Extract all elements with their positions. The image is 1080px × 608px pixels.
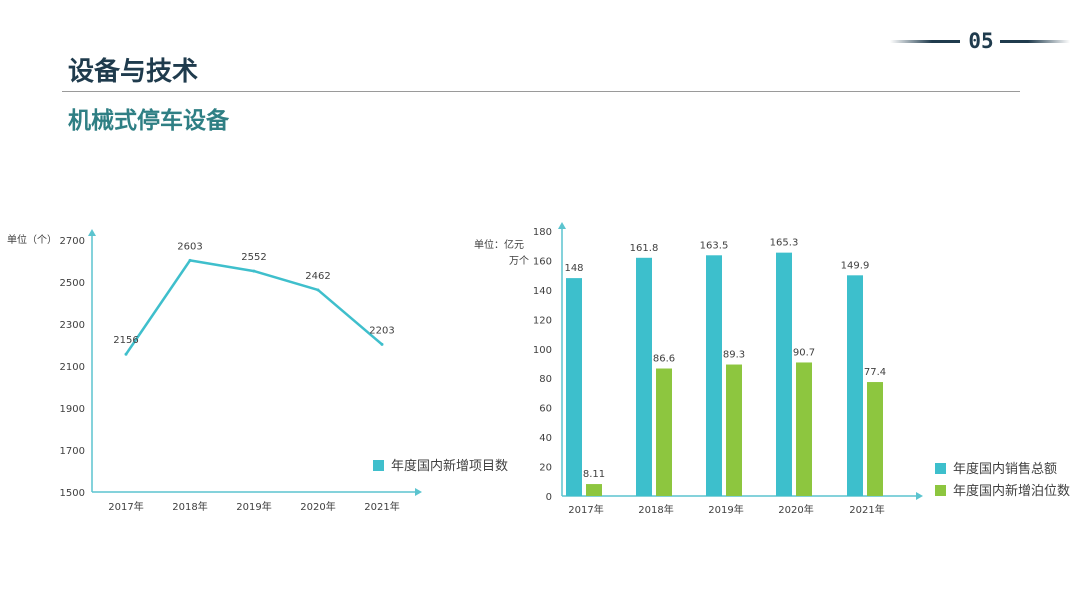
data-point [316,288,320,292]
x-tick-label: 2019年 [708,503,743,516]
y-tick-label: 2700 [60,236,85,247]
y-tick-label: 1900 [60,404,85,415]
x-tick-label: 2019年 [236,500,271,513]
legend-swatch [935,485,946,496]
legend-swatch [935,463,946,474]
data-point [124,352,128,356]
y-tick-label: 2300 [60,320,85,331]
x-tick-label: 2021年 [849,503,884,516]
data-point [252,269,256,273]
y-unit-label: 单位（个） [7,233,57,246]
legend-swatch [373,460,384,471]
x-axis-arrow [916,492,923,500]
sales-bar [847,275,863,496]
x-tick-label: 2018年 [638,503,673,516]
data-label: 90.7 [793,347,815,358]
y-tick-label: 20 [539,463,552,474]
data-point [188,258,192,262]
header-line-left [890,40,960,43]
y-tick-label: 2500 [60,278,85,289]
sales-bar [566,278,582,496]
y-tick-label: 160 [533,256,552,267]
page-subtitle: 机械式停车设备 [68,108,229,134]
page-number: 05 [968,29,994,53]
page-title: 设备与技术 [68,57,199,87]
data-label: 2156 [113,335,138,346]
data-label: 161.8 [630,243,659,254]
y-tick-label: 80 [539,374,552,385]
y-tick-label: 140 [533,286,552,297]
y-axis-arrow [88,229,96,236]
data-label: 8.11 [583,469,605,480]
y-tick-label: 1500 [60,488,85,499]
parking-bar [586,484,602,496]
x-tick-label: 2021年 [364,500,399,513]
data-point [380,342,384,346]
x-axis-arrow [415,488,422,496]
data-label: 2603 [177,241,202,252]
y-tick-label: 180 [533,227,552,238]
parking-bar [656,368,672,496]
data-label: 86.6 [653,354,675,365]
sales-bar [706,255,722,496]
data-label: 149.9 [841,260,870,271]
parking-bar [867,382,883,496]
data-label: 2552 [241,252,266,263]
x-tick-label: 2017年 [568,503,603,516]
y-axis-arrow [558,222,566,229]
x-tick-label: 2020年 [778,503,813,516]
data-label: 2203 [369,325,394,336]
data-label: 165.3 [770,238,799,249]
y-tick-label: 100 [533,345,552,356]
x-tick-label: 2020年 [300,500,335,513]
y-tick-label: 60 [539,404,552,415]
parking-bar [726,364,742,496]
legend-label: 年度国内新增泊位数 [953,483,1070,499]
y-unit-label: 单位：亿元 [474,238,524,251]
y-unit-label-2: 万个 [509,255,529,267]
y-tick-label: 1700 [60,446,85,457]
data-label: 148 [564,263,583,274]
sales-bar [636,257,652,496]
title-divider [62,91,1020,92]
x-tick-label: 2017年 [108,500,143,513]
legend-label: 年度国内新增项目数 [391,458,508,474]
y-tick-label: 0 [546,492,552,503]
data-label: 77.4 [864,367,886,378]
y-tick-label: 2100 [60,362,85,373]
data-label: 89.3 [723,350,745,361]
sales-bar [776,252,792,496]
data-label: 2462 [305,271,330,282]
parking-bar [796,362,812,496]
y-tick-label: 40 [539,433,552,444]
x-tick-label: 2018年 [172,500,207,513]
data-label: 163.5 [700,240,729,251]
y-tick-label: 120 [533,315,552,326]
legend-label: 年度国内销售总额 [953,461,1057,477]
header-line-right [1000,40,1070,43]
